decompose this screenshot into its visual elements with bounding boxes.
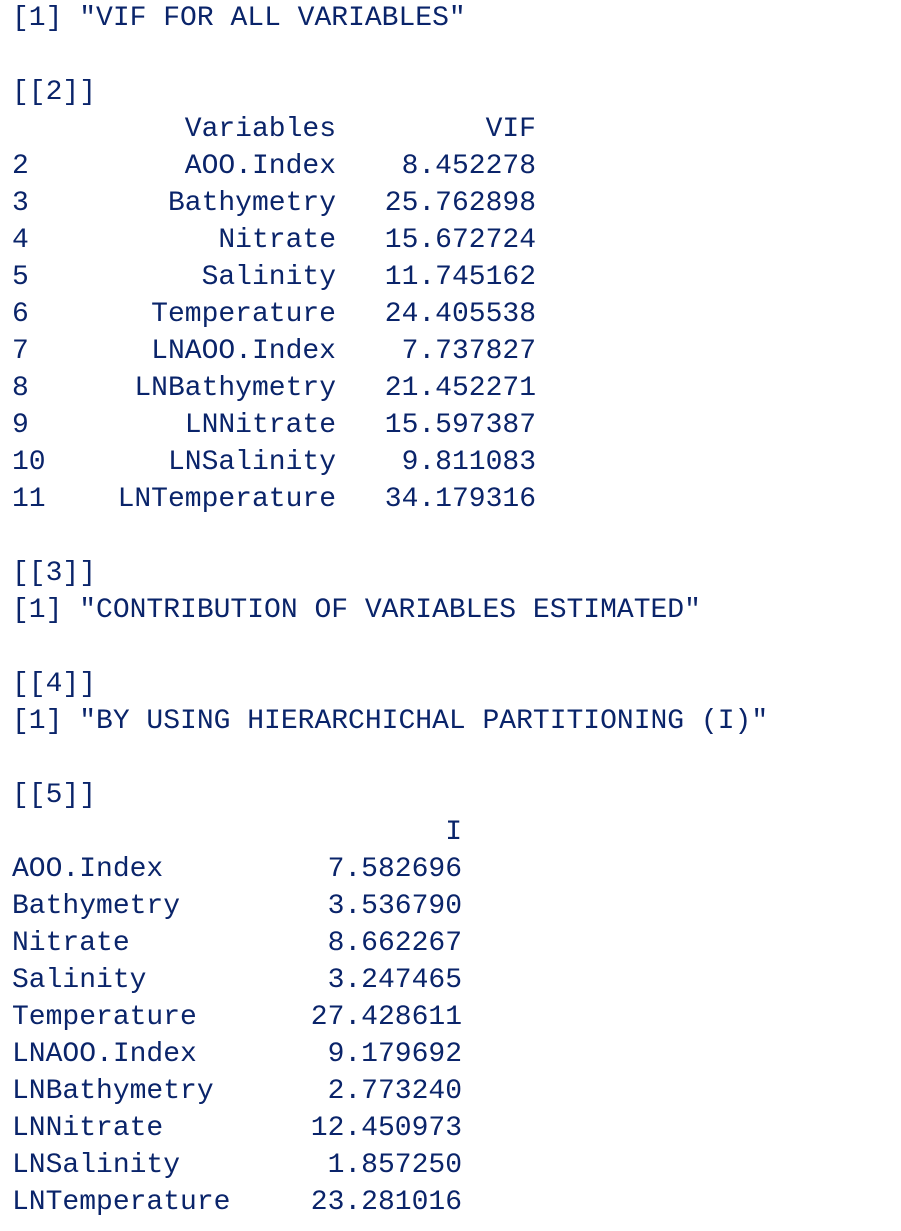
- table-row: LNTemperature 23.281016: [12, 1184, 462, 1221]
- row-vif: 34.179316: [384, 484, 536, 515]
- row-index: 9: [12, 410, 29, 441]
- row-value: 1.857250: [327, 1150, 462, 1181]
- row-index: 4: [12, 225, 29, 256]
- vif-title-prefix: [1]: [12, 3, 63, 34]
- table-row: 8 LNBathymetry 21.452271: [12, 370, 536, 407]
- row-name: AOO.Index: [12, 854, 164, 885]
- row-vif: 21.452271: [384, 373, 536, 404]
- vif-title-text: "VIF FOR ALL VARIABLES": [79, 3, 466, 34]
- table-row: 7 LNAOO.Index 7.737827: [12, 333, 536, 370]
- table-row: 6 Temperature 24.405538: [12, 296, 536, 333]
- table-row: 9 LNNitrate 15.597387: [12, 407, 536, 444]
- row-name: LNSalinity: [12, 1150, 181, 1181]
- contribution-block: [[3]] [1] "CONTRIBUTION OF VARIABLES EST…: [12, 555, 701, 629]
- row-value: 2.773240: [327, 1076, 462, 1107]
- row-vif: 15.672724: [384, 225, 536, 256]
- row-name: LNAOO.Index: [12, 1039, 197, 1070]
- row-variable: Bathymetry: [167, 188, 336, 219]
- row-variable: LNNitrate: [184, 410, 336, 441]
- table-row: 3 Bathymetry 25.762898: [12, 185, 536, 222]
- row-name: Salinity: [12, 965, 147, 996]
- vif-title-block: [1] "VIF FOR ALL VARIABLES": [12, 0, 466, 37]
- row-variable: AOO.Index: [184, 151, 336, 182]
- row-vif: 7.737827: [401, 336, 536, 367]
- vif-title-line: [1] "VIF FOR ALL VARIABLES": [12, 0, 466, 37]
- row-variable: LNTemperature: [117, 484, 336, 515]
- row-variable: LNBathymetry: [134, 373, 336, 404]
- hier-partitioning-block: [[4]] [1] "BY USING HIERARCHICHAL PARTIT…: [12, 666, 768, 740]
- vif-header-variables: Variables: [184, 114, 336, 145]
- vif-table-header: Variables VIF: [12, 111, 536, 148]
- row-index: 3: [12, 188, 29, 219]
- row-value: 8.662267: [327, 928, 462, 959]
- row-variable: LNSalinity: [167, 447, 336, 478]
- table-row: 10 LNSalinity 9.811083: [12, 444, 536, 481]
- table-row: LNAOO.Index 9.179692: [12, 1036, 462, 1073]
- i-table-block: [[5]] I AOO.Index 7.582696 Bathymetry 3.…: [12, 777, 462, 1221]
- table-row: LNBathymetry 2.773240: [12, 1073, 462, 1110]
- row-name: Temperature: [12, 1002, 197, 1033]
- row-name: Nitrate: [12, 928, 130, 959]
- list-marker-3: [[3]]: [12, 558, 97, 589]
- list-marker-5: [[5]]: [12, 780, 97, 811]
- row-vif: 15.597387: [384, 410, 536, 441]
- row-index: 10: [12, 447, 46, 478]
- row-index: 5: [12, 262, 29, 293]
- row-name: LNBathymetry: [12, 1076, 214, 1107]
- table-row: Temperature 27.428611: [12, 999, 462, 1036]
- row-value: 3.536790: [327, 891, 462, 922]
- table-row: Bathymetry 3.536790: [12, 888, 462, 925]
- table-row: AOO.Index 7.582696: [12, 851, 462, 888]
- row-index: 2: [12, 151, 29, 182]
- row-vif: 24.405538: [384, 299, 536, 330]
- row-value: 3.247465: [327, 965, 462, 996]
- table-row: 5 Salinity 11.745162: [12, 259, 536, 296]
- list-marker-2: [[2]]: [12, 77, 97, 108]
- row-value: 9.179692: [327, 1039, 462, 1070]
- list-marker-4: [[4]]: [12, 669, 97, 700]
- table-row: 4 Nitrate 15.672724: [12, 222, 536, 259]
- row-name: LNTemperature: [12, 1187, 231, 1218]
- row-vif: 25.762898: [384, 188, 536, 219]
- i-table-header: I: [12, 814, 462, 851]
- row-index: 11: [12, 484, 46, 515]
- vif-table-block: [[2]] Variables VIF 2 AOO.Index 8.452278…: [12, 74, 536, 518]
- row-variable: Nitrate: [218, 225, 336, 256]
- vif-header-index: [12, 111, 66, 148]
- row-index: 6: [12, 299, 29, 330]
- hier-partitioning-line: [1] "BY USING HIERARCHICHAL PARTITIONING…: [12, 706, 769, 737]
- table-row: 11 LNTemperature 34.179316: [12, 481, 536, 518]
- row-vif: 11.745162: [384, 262, 536, 293]
- contribution-line: [1] "CONTRIBUTION OF VARIABLES ESTIMATED…: [12, 595, 701, 626]
- row-value: 27.428611: [310, 1002, 462, 1033]
- row-vif: 9.811083: [401, 447, 536, 478]
- row-variable: Salinity: [201, 262, 336, 293]
- table-row: 2 AOO.Index 8.452278: [12, 148, 536, 185]
- table-row: LNSalinity 1.857250: [12, 1147, 462, 1184]
- row-vif: 8.452278: [401, 151, 536, 182]
- i-header: I: [445, 817, 462, 848]
- row-name: Bathymetry: [12, 891, 181, 922]
- row-name: LNNitrate: [12, 1113, 164, 1144]
- table-row: Salinity 3.247465: [12, 962, 462, 999]
- row-value: 12.450973: [310, 1113, 462, 1144]
- row-index: 7: [12, 336, 29, 367]
- row-variable: Temperature: [151, 299, 336, 330]
- row-index: 8: [12, 373, 29, 404]
- row-value: 23.281016: [310, 1187, 462, 1218]
- row-value: 7.582696: [327, 854, 462, 885]
- table-row: Nitrate 8.662267: [12, 925, 462, 962]
- row-variable: LNAOO.Index: [151, 336, 336, 367]
- table-row: LNNitrate 12.450973: [12, 1110, 462, 1147]
- vif-header-vif: VIF: [485, 114, 536, 145]
